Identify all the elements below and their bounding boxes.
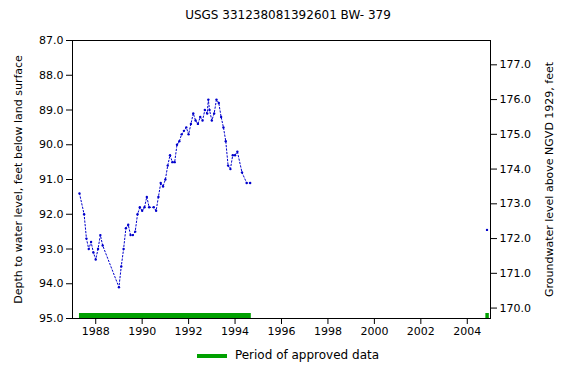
html-text:USGS 331238081392601 BW- 379: USGS 331238081392601 BW- 379 xyxy=(185,8,391,22)
svg-text:176.0: 176.0 xyxy=(500,93,532,106)
svg-text:170.0: 170.0 xyxy=(500,302,532,315)
svg-text:174.0: 174.0 xyxy=(500,163,532,176)
svg-text:Depth to water level, feet bel: Depth to water level, feet below land su… xyxy=(12,55,25,304)
svg-text:95.0: 95.0 xyxy=(39,312,64,325)
svg-text:2002: 2002 xyxy=(407,325,435,338)
svg-text:1988: 1988 xyxy=(82,325,110,338)
svg-text:171.0: 171.0 xyxy=(500,267,532,280)
html-text:Period of approved data: Period of approved data xyxy=(234,348,380,362)
svg-text:1998: 1998 xyxy=(314,325,342,338)
svg-text:173.0: 173.0 xyxy=(500,197,532,210)
svg-text:1990: 1990 xyxy=(128,325,156,338)
svg-text:172.0: 172.0 xyxy=(500,232,532,245)
svg-text:2004: 2004 xyxy=(453,325,481,338)
svg-text:94.0: 94.0 xyxy=(39,277,64,290)
svg-text:Groundwater level above NGVD 1: Groundwater level above NGVD 1929, feet xyxy=(543,61,556,297)
svg-text:1994: 1994 xyxy=(221,325,249,338)
svg-text:1996: 1996 xyxy=(268,325,296,338)
svg-text:1992: 1992 xyxy=(175,325,203,338)
svg-text:87.0: 87.0 xyxy=(39,34,64,47)
svg-text:90.0: 90.0 xyxy=(39,138,64,151)
svg-text:2000: 2000 xyxy=(360,325,388,338)
svg-text:89.0: 89.0 xyxy=(39,104,64,117)
svg-text:93.0: 93.0 xyxy=(39,243,64,256)
svg-text:177.0: 177.0 xyxy=(500,58,532,71)
svg-text:92.0: 92.0 xyxy=(39,208,64,221)
svg-text:88.0: 88.0 xyxy=(39,69,64,82)
svg-text:175.0: 175.0 xyxy=(500,128,532,141)
svg-text:91.0: 91.0 xyxy=(39,173,64,186)
